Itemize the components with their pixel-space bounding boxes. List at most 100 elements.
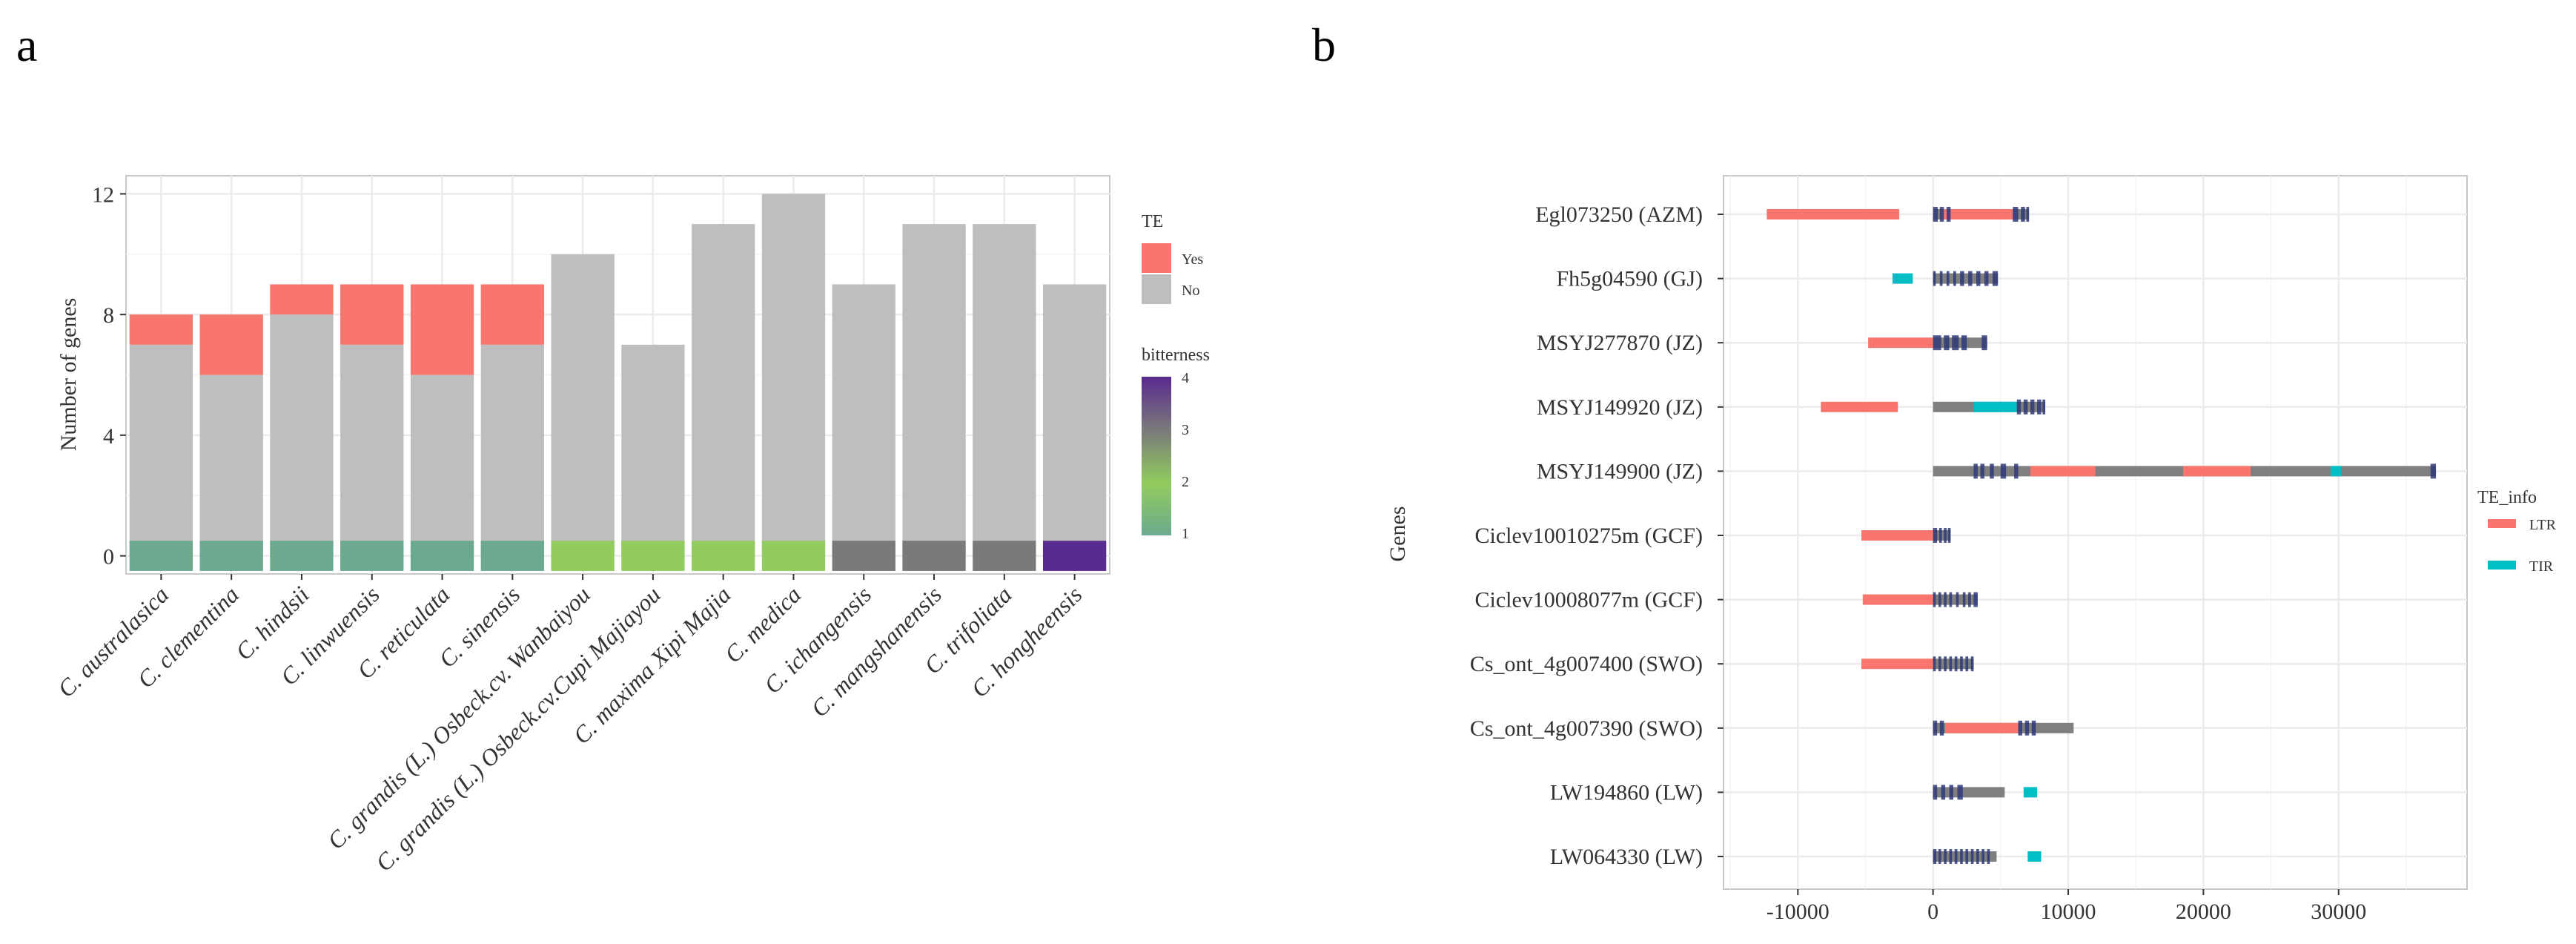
exon-block — [1987, 849, 1990, 864]
exon-block — [1973, 592, 1978, 607]
y-tick-label: Ciclev10008077m (GCF) — [1475, 588, 1703, 613]
te-ltr-segment — [2183, 466, 2251, 477]
exon-block — [1990, 463, 1994, 479]
y-tick-label: LW064330 (LW) — [1550, 845, 1703, 869]
bar-yes — [270, 284, 334, 315]
exon-block — [2030, 399, 2035, 415]
bar-no — [129, 344, 193, 556]
gene-structure-panel-b: Egl073250 (AZM) Fh5g04590 (GJ) MSYJ277870 … — [1385, 175, 2557, 924]
exon-block — [2042, 399, 2046, 415]
y-tick-label: Fh5g04590 (GJ) — [1556, 267, 1703, 291]
legend-bitterness-colorbar — [1142, 377, 1171, 535]
x-tick-label: C. grandis (L.) Osbeck.cv. Wanbaiyou — [322, 581, 595, 854]
exon-block — [2014, 463, 2019, 479]
bar-no — [692, 224, 755, 556]
exon-block — [1968, 271, 1973, 286]
te-tir-segment — [2027, 851, 2042, 862]
exon-block — [1973, 463, 1978, 479]
exon-block — [1960, 849, 1963, 864]
x-tick-label: 30000 — [2311, 900, 2366, 924]
x-tick-label: -10000 — [1767, 900, 1830, 924]
te-tir-segment — [1973, 401, 2017, 412]
exon-block — [1965, 849, 1969, 864]
bar-yes — [199, 314, 263, 375]
exon-block — [1938, 656, 1941, 672]
exon-block — [1933, 720, 1938, 736]
panel-label-b: b — [1312, 19, 1336, 71]
exon-block — [1992, 271, 1999, 286]
legend-bitterness-title: bitterness — [1142, 346, 1210, 365]
x-tick-label: 10000 — [2041, 900, 2096, 924]
exon-block — [1939, 720, 1944, 736]
exon-block — [1946, 207, 1951, 222]
te-ltr-segment — [1861, 659, 1933, 670]
legend-te-no-label: No — [1182, 283, 1199, 299]
legend-te-info-ltr-swatch — [2488, 519, 2516, 528]
legend-bitterness-tick-4: 4 — [1182, 370, 1189, 386]
y-tick-label: 0 — [103, 545, 114, 570]
exon-block — [1933, 271, 1936, 286]
exon-block — [1938, 592, 1941, 607]
exon-block — [1968, 592, 1971, 607]
exon-block — [1933, 785, 1938, 800]
exon-block — [2021, 207, 2025, 222]
exon-block — [2023, 399, 2028, 415]
exon-block — [1939, 207, 1944, 222]
bar-no — [480, 344, 544, 556]
bar-no — [973, 224, 1036, 556]
te-ltr-segment — [1767, 209, 1900, 220]
x-tick-label: 0 — [1927, 900, 1938, 924]
exon-block — [2026, 207, 2030, 222]
bar-yes — [410, 284, 474, 375]
bar-bitterness — [832, 541, 895, 571]
y-tick-label: 12 — [92, 182, 114, 207]
plot-b-genes — [1767, 207, 2437, 864]
legend-te-info-title: TE_info — [2477, 488, 2537, 507]
te-ltr-segment — [1862, 594, 1933, 605]
exon-block — [1933, 592, 1936, 607]
exon-block — [1961, 335, 1967, 351]
bar-bitterness — [692, 541, 755, 571]
te-ltr-segment — [1861, 530, 1933, 541]
legend-te-title: TE — [1142, 212, 1163, 231]
te-tir-segment — [2023, 787, 2038, 798]
y-tick-label: Egl073250 (AZM) — [1535, 202, 1703, 227]
legend-te-info: TE_info LTR TIR — [2477, 488, 2557, 575]
exon-block — [1976, 849, 1979, 864]
exon-block — [1984, 271, 1989, 286]
exon-block — [1949, 785, 1954, 800]
exon-block — [2000, 463, 2007, 479]
legend-te-info-ltr-label: LTR — [2529, 517, 2557, 533]
y-tick-label: Ciclev10010275m (GCF) — [1475, 524, 1703, 548]
exon-block — [2016, 399, 2022, 415]
plot-a-bars — [129, 194, 1107, 571]
bar-no — [410, 374, 474, 556]
bar-no — [761, 194, 826, 556]
bar-bitterness — [1042, 541, 1107, 571]
plot-b-gridlines — [1724, 176, 2467, 889]
bar-bitterness — [270, 541, 334, 571]
panel-label-a: a — [16, 19, 37, 71]
exon-block — [1933, 656, 1936, 672]
legend-te: TE Yes No — [1142, 212, 1203, 304]
exon-block — [1980, 463, 1984, 479]
exon-block — [1953, 271, 1956, 286]
exon-block — [1939, 271, 1943, 286]
exon-block — [2031, 720, 2036, 736]
gene-body — [1933, 273, 1999, 284]
y-tick-label: MSYJ149900 (JZ) — [1537, 459, 1703, 483]
exon-block — [2013, 207, 2019, 222]
exon-block — [1933, 207, 1938, 222]
y-tick-label: Cs_ont_4g007400 (SWO) — [1470, 652, 1703, 676]
bar-bitterness — [199, 541, 263, 571]
legend-te-no-swatch — [1142, 274, 1171, 304]
te-ltr-segment — [1821, 401, 1898, 412]
exon-block — [1981, 335, 1987, 351]
exon-block — [1976, 271, 1981, 286]
y-tick-label: MSYJ277870 (JZ) — [1537, 331, 1703, 355]
plot-b-background — [1723, 175, 2468, 890]
legend-te-yes-label: Yes — [1182, 251, 1203, 268]
y-tick-label: LW194860 (LW) — [1550, 780, 1703, 805]
